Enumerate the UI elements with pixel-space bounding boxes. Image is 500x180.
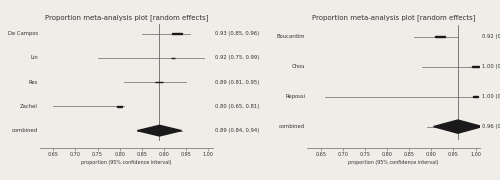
Title: Proportion meta-analysis plot [random effects]: Proportion meta-analysis plot [random ef… bbox=[312, 14, 476, 21]
Title: Proportion meta-analysis plot [random effects]: Proportion meta-analysis plot [random ef… bbox=[44, 14, 208, 21]
Bar bbox=[472, 66, 479, 67]
X-axis label: proportion (95% confidence interval): proportion (95% confidence interval) bbox=[81, 159, 172, 165]
Text: Res: Res bbox=[28, 80, 38, 85]
Text: 1.00 (0.88, 1.00): 1.00 (0.88, 1.00) bbox=[482, 64, 500, 69]
Text: Zachel: Zachel bbox=[20, 104, 38, 109]
Text: 0.92 (0.75, 0.99): 0.92 (0.75, 0.99) bbox=[215, 55, 259, 60]
Text: 0.89 (0.81, 0.95): 0.89 (0.81, 0.95) bbox=[215, 80, 259, 85]
Text: Lin: Lin bbox=[30, 55, 38, 60]
X-axis label: proportion (95% confidence interval): proportion (95% confidence interval) bbox=[348, 159, 439, 165]
Bar bbox=[474, 96, 478, 97]
Text: 0.89 (0.84, 0.94): 0.89 (0.84, 0.94) bbox=[215, 128, 259, 133]
Text: 0.80 (0.65, 0.81): 0.80 (0.65, 0.81) bbox=[215, 104, 259, 109]
Text: 1.00 (0.66, 1.00): 1.00 (0.66, 1.00) bbox=[482, 94, 500, 99]
Text: De Campos: De Campos bbox=[8, 31, 38, 36]
Bar bbox=[118, 106, 122, 107]
Bar bbox=[436, 36, 445, 37]
Text: Chou: Chou bbox=[292, 64, 305, 69]
Text: 0.92 (0.86, 0.96): 0.92 (0.86, 0.96) bbox=[482, 34, 500, 39]
Text: Boucardim: Boucardim bbox=[276, 34, 305, 39]
Polygon shape bbox=[434, 120, 482, 133]
Text: combined: combined bbox=[12, 128, 38, 133]
Bar bbox=[172, 33, 182, 34]
Polygon shape bbox=[138, 125, 182, 136]
Text: Repossi: Repossi bbox=[285, 94, 305, 99]
Text: combined: combined bbox=[279, 124, 305, 129]
Text: 0.96 (0.89, 1.00): 0.96 (0.89, 1.00) bbox=[482, 124, 500, 129]
Text: 0.93 (0.85, 0.96): 0.93 (0.85, 0.96) bbox=[215, 31, 259, 36]
